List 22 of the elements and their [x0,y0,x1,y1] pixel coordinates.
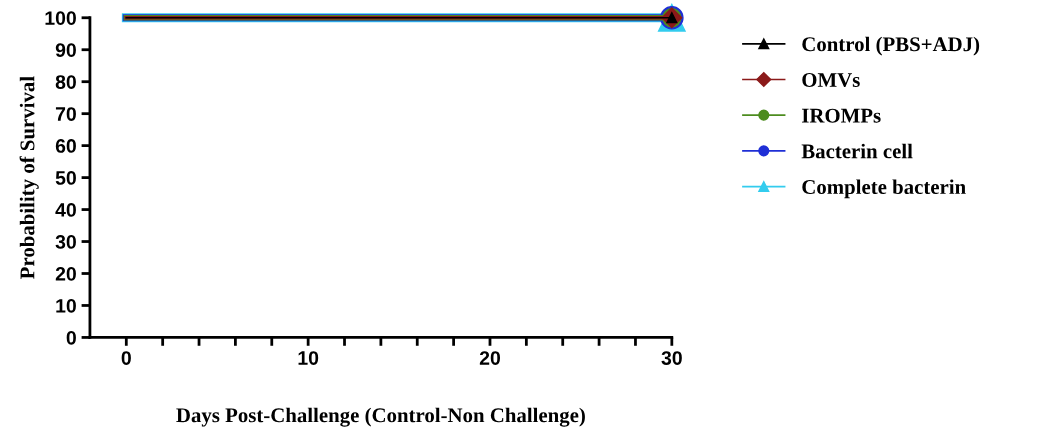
legend-label: Control (PBS+ADJ) [802,36,980,56]
x-tick-label: 10 [298,351,319,365]
legend-label: Complete bacterin [802,179,966,199]
x-tick-label: 0 [121,351,131,365]
x-tick-label: 30 [661,351,682,365]
y-tick-label: 70 [55,107,76,121]
y-tick-label: 20 [55,266,76,281]
y-tick-label: 0 [66,330,76,345]
y-tick-label: 100 [45,11,76,25]
x-axis-title: Days Post-Challenge (Control-Non Challenge) [176,407,585,427]
legend-label: OMVs [802,72,860,88]
y-tick-label: 40 [55,203,76,217]
y-tick-label: 10 [56,298,76,313]
y-tick-label: 50 [55,171,76,185]
x-tick-label: 20 [479,351,500,365]
y-tick-label: 90 [55,43,76,57]
y-tick-label: 30 [55,235,76,249]
legend-label: Bacterin cell [801,143,913,159]
y-tick-label: 60 [55,139,76,153]
y-tick-label: 80 [55,75,76,89]
legend-label: IROMPs [801,108,881,123]
y-axis-title: Probability of Survival [19,76,39,279]
